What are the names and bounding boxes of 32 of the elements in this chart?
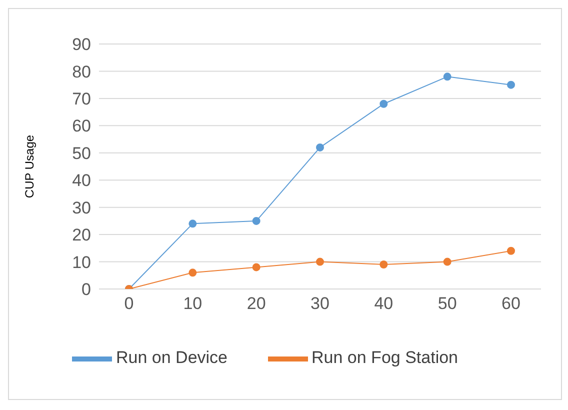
x-tick-label: 40 [374, 294, 394, 314]
x-tick-label: 60 [502, 294, 520, 314]
y-tick-label: 80 [72, 62, 91, 82]
y-tick-label: 0 [82, 280, 91, 300]
point [188, 268, 197, 277]
y-tick-label: 10 [72, 252, 91, 272]
legend-label: Run on Fog Station [312, 348, 458, 368]
y-tick-label: 50 [72, 144, 91, 163]
x-tick-label: 10 [183, 294, 202, 314]
x-tick-label: 0 [124, 294, 134, 314]
point [380, 260, 388, 268]
point [252, 216, 260, 225]
x-tick-label: 50 [438, 294, 457, 314]
legend-label: Run on Device [116, 348, 228, 368]
y-axis-title: CUP Usage [22, 134, 36, 198]
y-tick-label: 30 [72, 198, 91, 218]
point [188, 220, 197, 228]
y-tick-label: 40 [72, 171, 91, 190]
y-tick-label: 90 [72, 35, 91, 54]
x-tick-label: 30 [310, 294, 330, 314]
point [443, 258, 452, 266]
y-tick-label: 60 [72, 116, 91, 136]
point [380, 100, 388, 108]
point [443, 72, 452, 81]
point [316, 258, 324, 266]
point [316, 143, 324, 152]
y-tick-label: 70 [72, 89, 91, 108]
point [252, 263, 260, 272]
y-tick-label: 20 [72, 226, 91, 245]
point [507, 80, 515, 89]
x-tick-label: 20 [246, 294, 266, 314]
point [507, 246, 515, 255]
